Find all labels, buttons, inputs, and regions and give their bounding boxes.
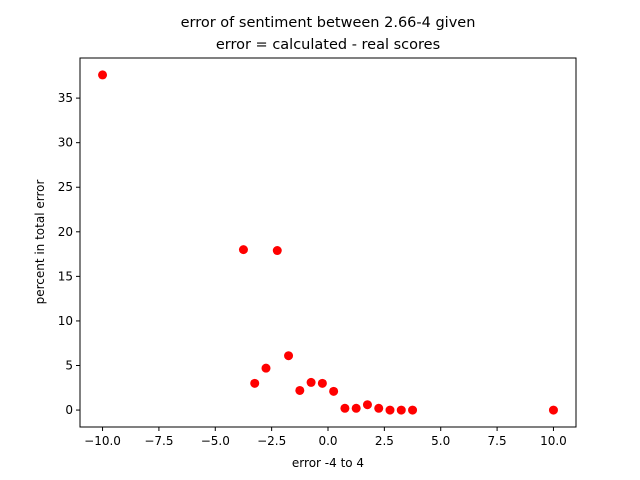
y-tick-label: 15 bbox=[58, 269, 73, 283]
data-point bbox=[396, 405, 406, 415]
data-point bbox=[284, 351, 294, 361]
data-point bbox=[362, 400, 372, 410]
x-tick-label: −2.5 bbox=[257, 434, 286, 448]
data-point bbox=[272, 246, 282, 256]
data-point bbox=[98, 70, 108, 80]
y-tick-label: 35 bbox=[58, 91, 73, 105]
x-tick-label: 5.0 bbox=[431, 434, 450, 448]
y-tick-label: 5 bbox=[65, 359, 73, 373]
data-point bbox=[385, 405, 395, 415]
data-point bbox=[340, 403, 350, 413]
y-tick-label: 30 bbox=[58, 136, 73, 150]
x-tick-label: 0.0 bbox=[318, 434, 337, 448]
chart-title-line-2: error = calculated - real scores bbox=[216, 37, 440, 53]
data-point bbox=[374, 403, 384, 413]
x-axis-label: error -4 to 4 bbox=[292, 456, 364, 470]
y-tick-label: 10 bbox=[58, 314, 73, 328]
plot-area-frame bbox=[79, 57, 577, 428]
data-point bbox=[329, 386, 339, 396]
data-point bbox=[317, 378, 327, 388]
data-point bbox=[306, 377, 316, 387]
y-axis-ticks: 0 5 10 15 20 25 30 35 bbox=[58, 91, 80, 417]
x-axis-ticks: −10.0 −7.5 −5.0 −2.5 0.0 2.5 5.0 7.5 10.0 bbox=[84, 427, 567, 448]
data-point bbox=[261, 363, 271, 373]
y-axis-label: percent in total error bbox=[33, 180, 47, 305]
data-point bbox=[295, 385, 305, 395]
y-tick-label: 25 bbox=[58, 180, 73, 194]
data-point bbox=[548, 405, 558, 415]
x-tick-label: 10.0 bbox=[540, 434, 567, 448]
data-point bbox=[408, 405, 418, 415]
data-points bbox=[98, 70, 558, 415]
y-tick-label: 0 bbox=[65, 403, 73, 417]
data-point bbox=[351, 403, 361, 413]
y-tick-label: 20 bbox=[58, 225, 73, 239]
data-point bbox=[238, 245, 248, 255]
x-tick-label: −5.0 bbox=[201, 434, 230, 448]
x-tick-label: 7.5 bbox=[488, 434, 507, 448]
x-tick-label: −10.0 bbox=[84, 434, 121, 448]
chart-title-line-1: error of sentiment between 2.66-4 given bbox=[181, 15, 476, 31]
x-tick-label: 2.5 bbox=[375, 434, 394, 448]
data-point bbox=[250, 378, 260, 388]
x-tick-label: −7.5 bbox=[144, 434, 173, 448]
